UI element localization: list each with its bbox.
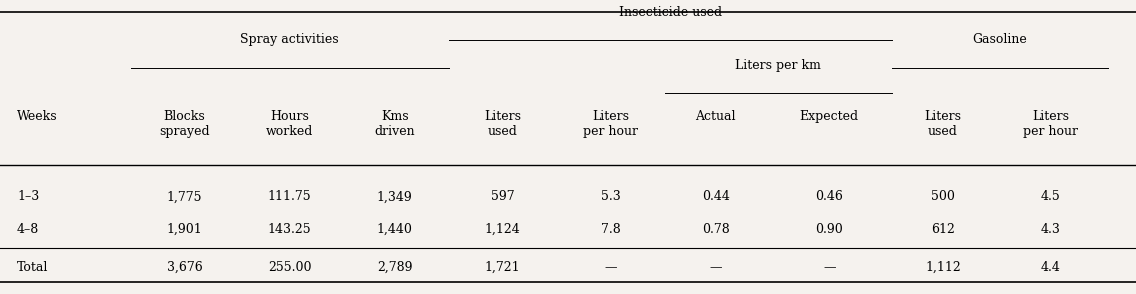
- Text: 1–3: 1–3: [17, 191, 40, 203]
- Text: 597: 597: [491, 191, 515, 203]
- Text: —: —: [709, 261, 722, 274]
- Text: 7.8: 7.8: [601, 223, 620, 236]
- Text: Hours
worked: Hours worked: [266, 110, 314, 138]
- Text: Liters
per hour: Liters per hour: [1024, 110, 1078, 138]
- Text: —: —: [604, 261, 617, 274]
- Text: 255.00: 255.00: [268, 261, 311, 274]
- Text: 3,676: 3,676: [167, 261, 202, 274]
- Text: 1,112: 1,112: [925, 261, 961, 274]
- Text: 111.75: 111.75: [268, 191, 311, 203]
- Text: Gasoline: Gasoline: [972, 33, 1027, 46]
- Text: 0.90: 0.90: [816, 223, 843, 236]
- Text: —: —: [822, 261, 836, 274]
- Text: 1,721: 1,721: [485, 261, 520, 274]
- Text: 0.44: 0.44: [702, 191, 729, 203]
- Text: Weeks: Weeks: [17, 110, 58, 123]
- Text: 5.3: 5.3: [601, 191, 620, 203]
- Text: Actual: Actual: [695, 110, 736, 123]
- Text: 0.46: 0.46: [816, 191, 843, 203]
- Text: Blocks
sprayed: Blocks sprayed: [159, 110, 210, 138]
- Text: Liters
used: Liters used: [925, 110, 961, 138]
- Text: Liters
per hour: Liters per hour: [583, 110, 638, 138]
- Text: Liters
used: Liters used: [484, 110, 521, 138]
- Text: 1,440: 1,440: [377, 223, 412, 236]
- Text: Kms
driven: Kms driven: [375, 110, 415, 138]
- Text: 1,124: 1,124: [485, 223, 520, 236]
- Text: 1,775: 1,775: [167, 191, 202, 203]
- Text: 4.5: 4.5: [1041, 191, 1061, 203]
- Text: 2,789: 2,789: [377, 261, 412, 274]
- Text: 612: 612: [930, 223, 955, 236]
- Text: 4.3: 4.3: [1041, 223, 1061, 236]
- Text: Total: Total: [17, 261, 49, 274]
- Text: 1,901: 1,901: [167, 223, 202, 236]
- Text: Liters per km: Liters per km: [735, 59, 821, 72]
- Text: 1,349: 1,349: [377, 191, 412, 203]
- Text: 500: 500: [930, 191, 955, 203]
- Text: 4.4: 4.4: [1041, 261, 1061, 274]
- Text: 4–8: 4–8: [17, 223, 40, 236]
- Text: Expected: Expected: [800, 110, 859, 123]
- Text: Spray activities: Spray activities: [241, 33, 339, 46]
- Text: 0.78: 0.78: [702, 223, 729, 236]
- Text: 143.25: 143.25: [268, 223, 311, 236]
- Text: Insecticide used: Insecticide used: [619, 6, 721, 19]
